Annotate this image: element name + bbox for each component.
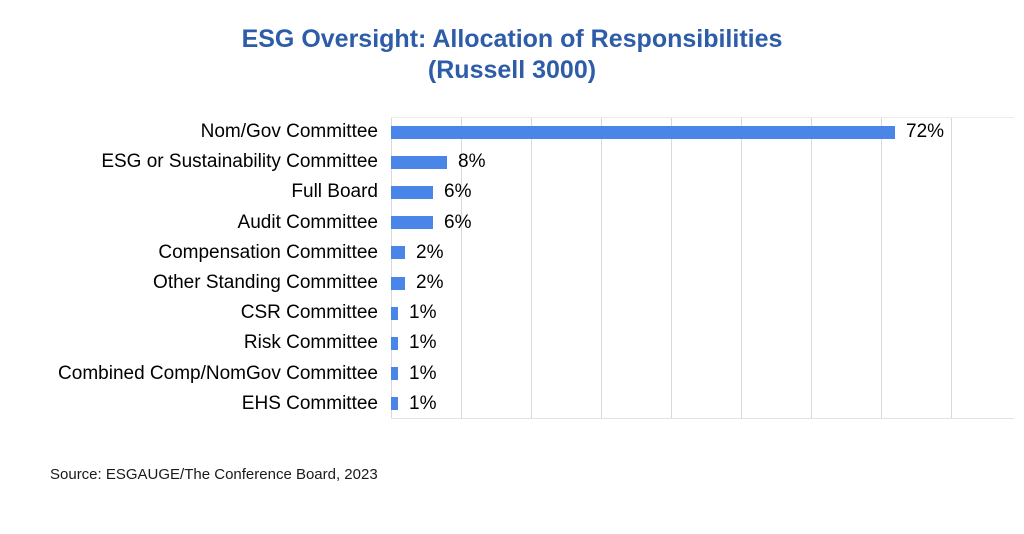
category-label: ESG or Sustainability Committee [101,151,378,173]
category-label: CSR Committee [240,302,378,324]
gridline [811,118,812,418]
chart-title-line2: (Russell 3000) [427,56,597,84]
gridline [531,118,532,418]
bar [391,367,398,381]
category-label: EHS Committee [241,392,378,414]
chart-title-line1: ESG Oversight: Allocation of Responsibil… [241,25,783,53]
chart-row: Nom/Gov Committee 72% [0,117,1024,147]
bar [391,125,895,139]
value-label: 2% [416,272,444,294]
chart-row: CSR Committee 1% [0,298,1024,328]
value-label: 72% [906,121,945,143]
chart-row: Risk Committee 1% [0,328,1024,358]
value-label: 1% [409,302,437,324]
value-label: 1% [409,332,437,354]
bar [391,276,405,290]
category-label: Combined Comp/NomGov Committee [58,362,378,384]
bar [391,185,433,199]
bar [391,246,405,260]
chart-row: Full Board 6% [0,177,1024,207]
value-label: 6% [444,211,472,233]
value-label: 6% [444,181,472,203]
bar [391,155,447,169]
gridline [671,118,672,418]
category-label: Other Standing Committee [153,272,378,294]
chart-row: Compensation Committee 2% [0,238,1024,268]
gridline [951,118,952,418]
chart-row: EHS Committee 1% [0,389,1024,419]
chart-title: ESG Oversight: Allocation of Responsibil… [0,24,1024,86]
category-label: Nom/Gov Committee [200,121,378,143]
value-label: 1% [409,392,437,414]
category-label: Risk Committee [243,332,378,354]
value-label: 2% [416,241,444,263]
category-label: Compensation Committee [158,241,378,263]
bar-chart: Nom/Gov Committee 72% ESG or Sustainabilit… [0,117,1024,419]
value-label: 1% [409,362,437,384]
gridline [461,118,462,418]
bar [391,216,433,230]
chart-row: Audit Committee 6% [0,208,1024,238]
bar [391,336,398,350]
source-note: Source: ESGAUGE/The Conference Board, 20… [50,466,378,483]
chart-row: ESG or Sustainability Committee 8% [0,147,1024,177]
gridline [741,118,742,418]
gridline [601,118,602,418]
bar [391,306,398,320]
category-label: Full Board [291,181,378,203]
category-label: Audit Committee [237,211,378,233]
plot-area [391,117,1014,419]
value-label: 8% [458,151,486,173]
chart-row: Combined Comp/NomGov Committee 1% [0,359,1024,389]
axis-baseline [391,118,392,418]
gridline [881,118,882,418]
bar [391,397,398,411]
chart-row: Other Standing Committee 2% [0,268,1024,298]
